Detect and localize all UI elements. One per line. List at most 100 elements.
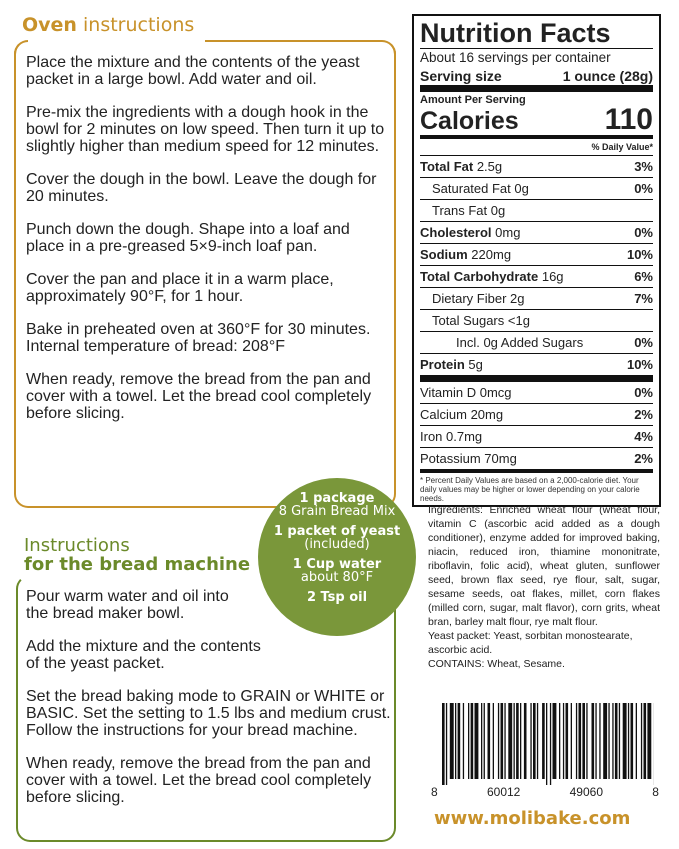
barcode-bar <box>533 703 536 779</box>
requirement-detail: (included) <box>304 537 370 552</box>
barcode-bar <box>474 703 479 779</box>
requirement-main: 1 Cup water <box>292 557 382 572</box>
bread-machine-steps: Pour warm water and oil into the bread m… <box>26 588 391 822</box>
barcode-bar <box>542 703 545 779</box>
allergen-statement: CONTAINS: Wheat, Sesame. <box>428 658 565 670</box>
vitamin-row: Potassium 70mg 2% <box>420 447 653 469</box>
barcode-bar <box>508 703 513 779</box>
nutrient-row: Protein 5g 10% <box>420 353 653 375</box>
nutrient-label: Saturated Fat <box>432 181 511 196</box>
nutrient-dv: 6% <box>634 269 653 284</box>
daily-value-header: % Daily Value* <box>591 142 653 152</box>
nutrient-row: Incl. 0g Added Sugars 0% <box>420 331 653 353</box>
vitamin-label: Calcium 20mg <box>420 407 504 422</box>
barcode-bar <box>513 703 515 779</box>
website-link[interactable]: www.molibake.com <box>434 808 631 829</box>
barcode-bar <box>481 703 483 779</box>
requirement-detail: about 80°F <box>300 570 374 585</box>
nutrient-dv: 7% <box>634 291 653 306</box>
barcode-bar <box>595 703 597 779</box>
vitamin-dv: 2% <box>634 451 653 466</box>
nutrient-dv: 0% <box>634 335 653 350</box>
yeast-packet-ingredients: Yeast packet: Yeast, sorbitan monosteara… <box>428 630 633 656</box>
nutrient-dv: 10% <box>626 247 653 262</box>
calories-label: Calories <box>420 107 519 135</box>
requirement-main: 1 package <box>299 491 375 506</box>
barcode-bar <box>455 703 457 779</box>
barcode-bar <box>546 703 548 785</box>
nutrient-label: Total Sugars <box>432 313 505 328</box>
oven-instructions-box <box>14 40 396 508</box>
ingredients-text: Ingredients: Enriched wheat flour (wheat… <box>428 503 660 671</box>
vitamin-dv: 0% <box>634 385 653 400</box>
barcode-bar <box>603 703 608 779</box>
bread-machine-title: Instructions for the bread machine <box>24 535 251 575</box>
step: When ready, remove the bread from the pa… <box>26 371 372 422</box>
ingredients-list: Ingredients: Enriched wheat flour (wheat… <box>428 504 660 628</box>
calories-value: 110 <box>604 103 653 136</box>
nutrient-row: Dietary Fiber 2g 7% <box>420 287 653 309</box>
nutrient-amount: 2.5g <box>476 159 503 174</box>
requirement-item: 1 package 8 Grain Bread Mix <box>258 492 416 518</box>
step: Cover the pan and place it in a warm pla… <box>26 271 334 305</box>
bread-machine-box <box>16 575 396 842</box>
barcode-bar <box>640 703 643 779</box>
barcode-bar <box>578 703 582 779</box>
nutrient-row: Trans Fat 0g <box>420 199 653 221</box>
barcode-bar <box>635 703 637 779</box>
nutrient-amount: 220mg <box>471 247 512 262</box>
nutrient-row: Total Carbohydrate 16g 6% <box>420 265 653 287</box>
layout-spacer <box>390 54 391 478</box>
requirement-detail: 8 Grain Bread Mix <box>278 504 396 519</box>
nutrition-facts-panel: Nutrition Facts About 16 servings per co… <box>412 14 661 507</box>
nutrient-amount: 0g <box>514 181 529 196</box>
barcode-digit: 60012 <box>486 785 521 799</box>
barcode-bar <box>608 703 610 779</box>
nutrient-label: Sodium <box>420 247 468 262</box>
requirement-main: 1 packet of yeast <box>273 524 401 539</box>
vitamin-label: Potassium 70mg <box>420 451 517 466</box>
vitamin-label: Vitamin D 0mcg <box>420 385 512 400</box>
barcode-bar <box>500 703 504 779</box>
barcode-bar <box>591 703 595 779</box>
step: Set the bread baking mode to GRAIN or WH… <box>26 688 391 739</box>
requirement-item: 1 Cup water about 80°F <box>258 558 416 584</box>
barcode-image <box>442 703 654 785</box>
step: Cover the dough in the bowl. Leave the d… <box>26 171 377 205</box>
barcode-bar <box>516 703 519 779</box>
barcode-bar <box>559 703 561 779</box>
step: Bake in preheated oven at 360°F for 30 m… <box>26 321 371 355</box>
oven-box-border <box>14 40 28 54</box>
barcode-bar <box>468 703 470 779</box>
step: Add the mixture and the contents of the … <box>26 638 261 672</box>
amount-per-serving: Amount Per Serving <box>420 94 526 106</box>
nutrient-row: Sodium 220mg 10% <box>420 243 653 265</box>
barcode-bar <box>462 703 465 779</box>
barcode-bar <box>552 703 557 779</box>
nutrient-amount: 2g <box>510 291 525 306</box>
nutrient-dv: 0% <box>634 225 653 240</box>
nutrient-row: Saturated Fat 0g 0% <box>420 177 653 199</box>
barcode-bar <box>643 703 647 779</box>
step: Place the mixture and the contents of th… <box>26 54 360 88</box>
nutrient-row: Total Sugars <1g <box>420 309 653 331</box>
nutrient-label: Total Carbohydrate <box>420 269 539 284</box>
step: Pre-mix the ingredients with a dough hoo… <box>26 104 385 155</box>
ingredients-needed-circle: 1 package 8 Grain Bread Mix 1 packet of ye… <box>258 478 416 636</box>
vitamin-row: Iron 0.7mg 4% <box>420 425 653 447</box>
barcode-bar <box>582 703 585 779</box>
barcode-bar <box>586 703 588 779</box>
servings: About 16 servings per container <box>420 50 611 65</box>
nutrition-title: Nutrition Facts <box>420 18 653 49</box>
barcode-bar <box>442 703 445 785</box>
barcode-bar <box>445 703 448 785</box>
barcode-bar <box>575 703 578 779</box>
barcode-bar <box>612 703 614 779</box>
barcode-bar <box>457 703 461 779</box>
barcode-bar <box>630 703 634 779</box>
nutrient-label: Incl. 0g Added Sugars <box>456 335 584 350</box>
barcode-bar <box>492 703 494 779</box>
barcode-bar <box>487 703 491 779</box>
barcode-bar <box>536 703 539 779</box>
barcode-bar <box>647 703 652 779</box>
